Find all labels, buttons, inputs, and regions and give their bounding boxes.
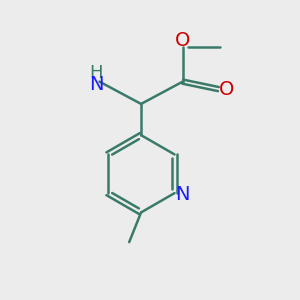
Text: N: N [176, 185, 190, 204]
Text: O: O [175, 32, 190, 50]
Text: O: O [219, 80, 234, 99]
Text: H: H [90, 64, 103, 82]
Text: N: N [89, 74, 104, 94]
